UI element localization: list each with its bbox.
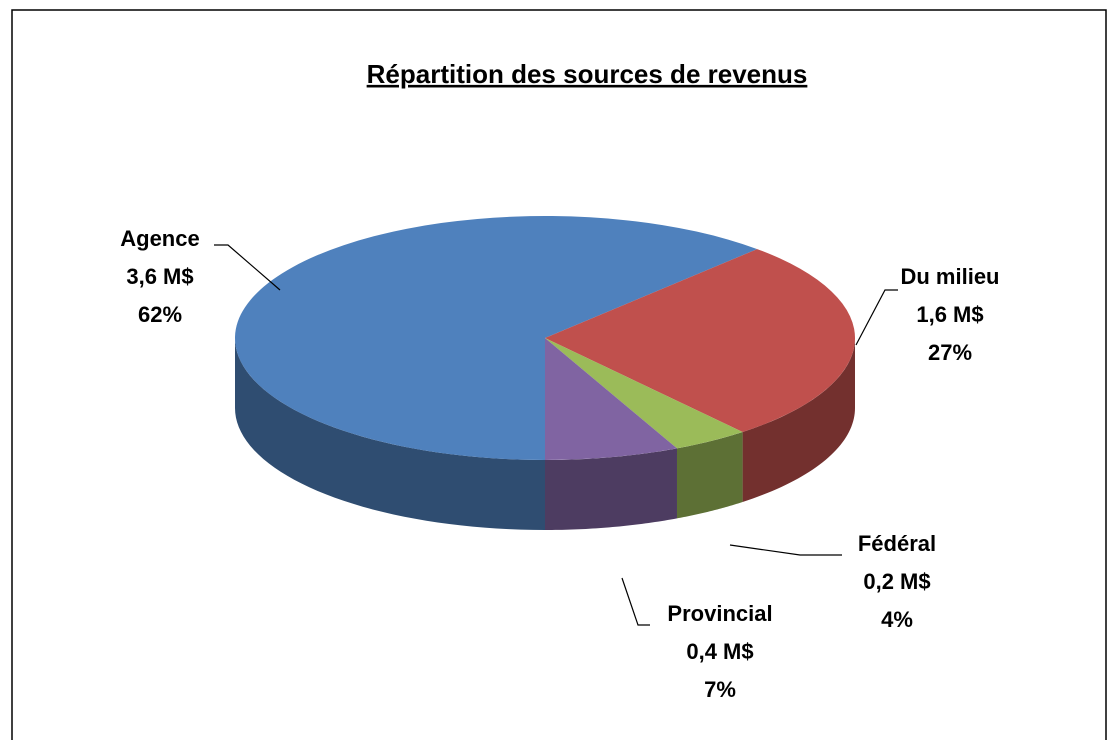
slice [234,215,758,460]
category-label: Agence [120,226,199,251]
slice-side [742,338,855,503]
leader-line [621,577,650,626]
amount-label: 0,2 M$ [863,569,930,594]
leader-line [214,244,281,291]
slice-side [676,432,743,519]
value-label: 62% [138,302,182,327]
slice [545,249,855,433]
slice-side [545,448,677,530]
chart-title: Répartition des sources de revenus [367,59,808,89]
slice [545,338,743,449]
slice [545,338,677,460]
category-label: Du milieu [900,264,999,289]
value-label: 27% [928,340,972,365]
amount-label: 0,4 M$ [686,639,753,664]
amount-label: 3,6 M$ [126,264,193,289]
leader-line [729,544,842,556]
leader-line [855,289,898,346]
amount-label: 1,6 M$ [916,302,983,327]
category-label: Provincial [667,601,772,626]
category-label: Fédéral [858,531,936,556]
slice-side [235,338,545,530]
value-label: 4% [881,607,913,632]
value-label: 7% [704,677,736,702]
